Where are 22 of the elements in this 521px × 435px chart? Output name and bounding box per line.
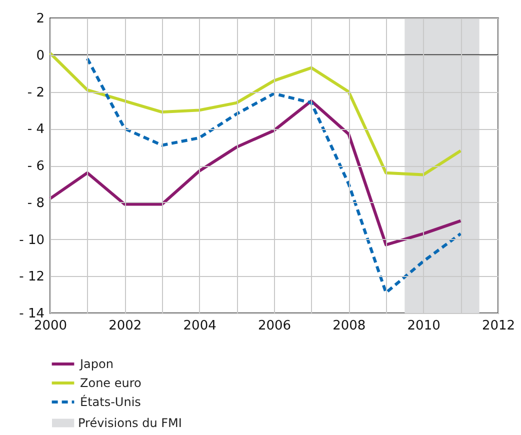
- y-tick-label: - 10: [19, 232, 44, 248]
- line-series: [86, 57, 462, 294]
- legend-label: États-Unis: [80, 394, 141, 409]
- y-tick-label: - 2: [27, 85, 44, 100]
- y-tick-label: - 12: [19, 270, 44, 285]
- x-tick-label: 2002: [108, 318, 142, 334]
- legend-label: Zone euro: [80, 376, 142, 390]
- line-series: [48, 99, 462, 246]
- y-tick-label: 0: [36, 48, 44, 64]
- y-tick-label: - 8: [27, 196, 44, 211]
- line-series: [48, 52, 462, 176]
- x-tick-label: 2008: [332, 318, 366, 334]
- x-tick-label: 2004: [183, 318, 216, 334]
- x-tick-label: 2006: [258, 318, 292, 334]
- legend-label: Japon: [79, 357, 114, 371]
- x-tick-label: 2012: [482, 318, 516, 334]
- x-tick-label: 2000: [34, 318, 68, 334]
- y-tick-label: - 4: [27, 122, 44, 138]
- y-tick-label: 2: [36, 12, 44, 26]
- x-tick-label: 2010: [407, 318, 440, 334]
- legend-label: Prévisions du FMI: [78, 416, 182, 430]
- y-tick-label: - 6: [27, 159, 44, 174]
